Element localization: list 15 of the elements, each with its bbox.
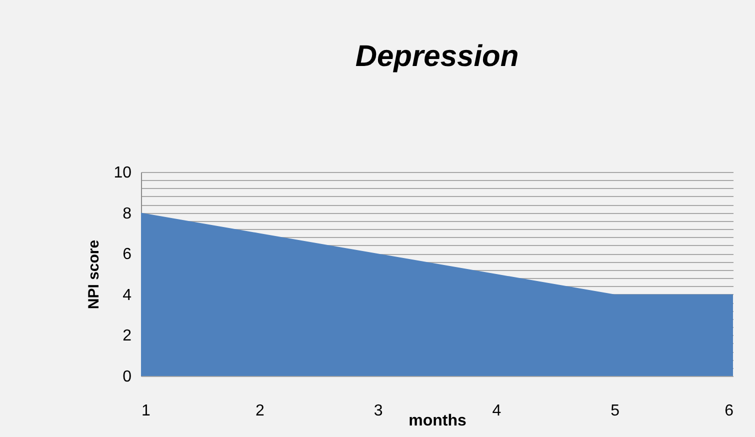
x-tick-label: 4 [492,402,502,420]
x-tick-label: 3 [374,402,383,420]
y-tick-label: 8 [122,205,132,222]
chart-title: Depression [355,40,519,73]
y-tick-label: 4 [122,286,132,304]
y-tick-label: 0 [122,368,132,386]
y-axis-title: NPI score [86,240,103,310]
y-tick-label: 10 [114,164,132,182]
y-tick-label: 6 [122,246,132,264]
x-axis-title: months [408,412,466,430]
x-tick-label: 2 [255,402,264,420]
x-tick-label: 6 [724,402,734,420]
x-tick-label: 5 [610,402,620,420]
y-tick-label: 2 [122,328,132,345]
x-tick-label: 1 [142,402,150,420]
